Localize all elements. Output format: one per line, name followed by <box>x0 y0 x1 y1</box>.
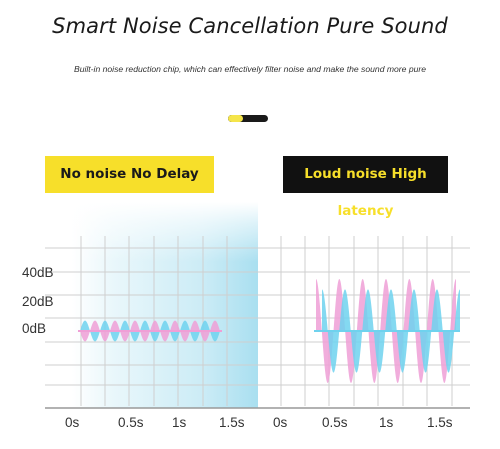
label-no-noise: No noise No Delay <box>45 156 214 193</box>
x-tick-label-right-05s: 0.5s <box>322 415 348 430</box>
carousel-dot-active[interactable] <box>228 115 243 122</box>
waveform-left <box>78 320 222 342</box>
x-tick-label-right-15s: 1.5s <box>427 415 453 430</box>
x-tick-label-left-05s: 0.5s <box>118 415 144 430</box>
x-tick-label-right-0s: 0s <box>273 415 288 430</box>
y-tick-label-40db: 40dB <box>22 265 54 280</box>
carousel-indicator[interactable] <box>228 115 268 122</box>
y-tick-label-0db: 0dB <box>22 321 47 336</box>
x-tick-label-right-1s: 1s <box>379 415 394 430</box>
page-subtitle: Built-in noise reduction chip, which can… <box>73 64 427 74</box>
label-loud-noise: Loud noise High latency <box>283 156 448 219</box>
waveform-right <box>314 279 460 383</box>
x-tick-label-left-1s: 1s <box>172 415 187 430</box>
y-tick-label-20db: 20dB <box>22 294 54 309</box>
x-tick-label-left-15s: 1.5s <box>219 415 245 430</box>
x-tick-label-left-0s: 0s <box>65 415 80 430</box>
page-title: Smart Noise Cancellation Pure Sound <box>52 14 448 38</box>
